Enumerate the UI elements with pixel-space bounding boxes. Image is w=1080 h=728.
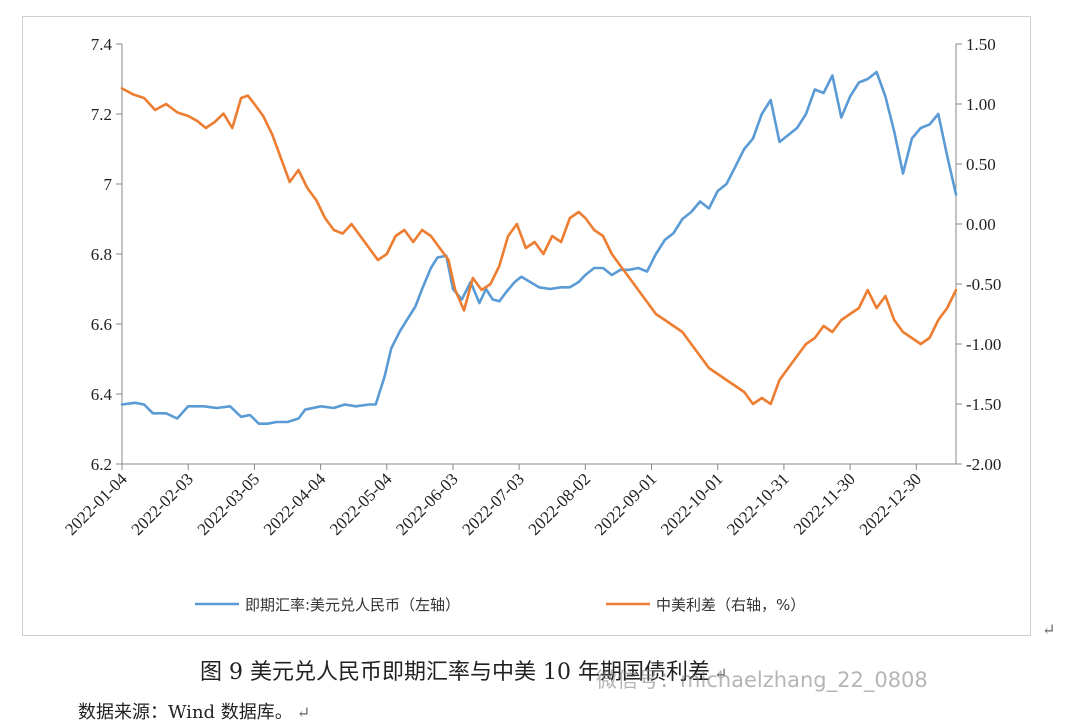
right-tick-label: -1.00 (966, 335, 1001, 354)
caption-text: 图 9 美元兑人民币即期汇率与中美 10 年期国债利差 (200, 660, 710, 685)
left-tick-label: 7 (104, 175, 113, 194)
series-line-2 (120, 87, 958, 406)
right-tick-label: -1.50 (966, 395, 1001, 414)
right-tick-label: -0.50 (966, 275, 1001, 294)
x-tick-label: 2022-03-05 (194, 469, 264, 539)
return-mark-2: ↵ (296, 703, 311, 722)
source-note: 数据来源：Wind 数据库。 ↵ (78, 698, 310, 724)
chart-frame (22, 16, 1031, 636)
x-axis-ticks: 2022-01-042022-02-032022-03-052022-04-04… (61, 464, 925, 539)
left-tick-label: 6.6 (91, 315, 112, 334)
watermark-text: 微信号：michaelzhang_22_0808 (596, 668, 928, 692)
left-tick-label: 6.2 (91, 455, 112, 474)
left-tick-label: 6.4 (91, 385, 113, 404)
x-tick-label: 2022-04-04 (260, 469, 330, 539)
left-axis-ticks: 6.2 6.4 6.6 6.8 7 7.2 7.4 (91, 35, 122, 474)
right-tick-label: 0.50 (966, 155, 996, 174)
right-tick-label: 1.50 (966, 35, 996, 54)
left-tick-label: 7.4 (91, 35, 113, 54)
x-tick-label: 2022-05-04 (326, 469, 396, 539)
x-tick-label: 2022-06-03 (392, 469, 462, 539)
right-axis-ticks: -2.00 -1.50 -1.00 -0.50 0.00 0.50 1.00 1.50 (956, 35, 1001, 474)
right-tick-label: 1.00 (966, 95, 996, 114)
series-lines (120, 70, 958, 426)
return-mark: ↵ (713, 664, 728, 683)
left-tick-label: 7.2 (91, 105, 112, 124)
x-tick-label: 2022-01-04 (61, 469, 131, 539)
legend-label-1: 即期汇率:美元兑人民币（左轴） (245, 596, 460, 614)
legend: 即期汇率:美元兑人民币（左轴） 中美利差（右轴，%） (195, 596, 805, 614)
x-tick-label: 2022-10-01 (657, 469, 727, 539)
figure-caption: 图 9 美元兑人民币即期汇率与中美 10 年期国债利差 ↵ (200, 654, 727, 686)
right-tick-label: -2.00 (966, 455, 1001, 474)
series-line-1 (120, 70, 958, 426)
axes (121, 44, 957, 465)
legend-label-2: 中美利差（右轴，%） (656, 596, 805, 614)
frame-return-mark: ↵ (1042, 620, 1056, 639)
x-tick-label: 2022-12-30 (856, 469, 926, 539)
x-tick-label: 2022-10-31 (723, 469, 793, 539)
x-tick-label: 2022-02-03 (127, 469, 197, 539)
x-tick-label: 2022-11-30 (790, 469, 859, 538)
source-text: 数据来源：Wind 数据库。 (78, 702, 293, 723)
x-tick-label: 2022-08-02 (525, 469, 595, 539)
x-tick-label: 2022-09-01 (591, 469, 661, 539)
left-tick-label: 6.8 (91, 245, 112, 264)
x-tick-label: 2022-07-03 (458, 469, 528, 539)
right-tick-label: 0.00 (966, 215, 996, 234)
